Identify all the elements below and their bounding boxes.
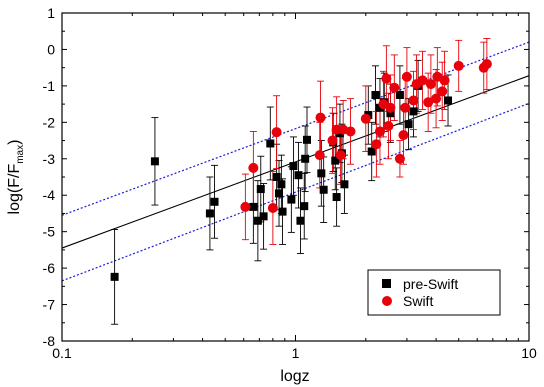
data-point-pre-swift	[331, 156, 340, 165]
data-point-swift	[425, 79, 436, 90]
y-tick-label: -2	[43, 114, 56, 130]
data-point-pre-swift	[367, 147, 376, 156]
x-tick-label: 1	[292, 345, 300, 361]
y-axis-label: log(F/Fmax)	[6, 140, 26, 215]
data-point-swift	[453, 60, 464, 71]
y-tick-label: -3	[43, 151, 56, 167]
data-point-pre-swift	[259, 212, 268, 221]
data-point-swift	[389, 82, 400, 93]
x-tick-label: 10	[521, 345, 537, 361]
data-markers	[110, 59, 492, 281]
legend-label-swift: Swift	[403, 293, 433, 309]
data-point-pre-swift	[444, 96, 453, 105]
data-point-swift	[360, 113, 371, 124]
data-point-pre-swift	[300, 202, 309, 211]
data-point-pre-swift	[249, 202, 258, 211]
band-line-2	[61, 102, 530, 282]
data-point-swift	[381, 73, 392, 84]
band-line-1	[61, 41, 530, 216]
data-point-pre-swift	[278, 207, 287, 216]
data-point-pre-swift	[395, 91, 404, 99]
data-point-pre-swift	[289, 162, 298, 171]
data-point-swift	[314, 150, 325, 161]
legend: pre-Swift Swift	[367, 269, 501, 316]
data-point-pre-swift	[150, 157, 159, 166]
data-point-pre-swift	[302, 135, 311, 144]
data-point-swift	[248, 162, 259, 173]
data-point-pre-swift	[210, 197, 219, 206]
legend-box	[367, 269, 501, 316]
data-point-pre-swift	[253, 216, 262, 225]
y-tick-label: -8	[43, 333, 56, 349]
data-point-pre-swift	[317, 169, 326, 178]
data-point-pre-swift	[340, 180, 349, 189]
y-tick-label: -4	[43, 187, 56, 203]
data-point-pre-swift	[110, 272, 119, 281]
data-point-swift	[398, 130, 409, 141]
data-point-pre-swift	[375, 103, 384, 112]
data-point-swift	[400, 102, 411, 113]
data-point-pre-swift	[275, 189, 284, 198]
data-point-swift	[345, 126, 356, 137]
y-tick-label: -5	[43, 224, 56, 240]
data-point-pre-swift	[319, 185, 328, 194]
data-point-swift	[437, 86, 448, 97]
y-tick-label: 0	[47, 41, 55, 57]
y-axis-label-main: log(F/F	[6, 164, 23, 215]
band-layer	[61, 41, 530, 282]
data-point-swift	[423, 97, 434, 108]
data-point-pre-swift	[296, 216, 305, 225]
data-point-pre-swift	[205, 209, 214, 218]
y-tick-label: -1	[43, 78, 56, 94]
y-axis-label-close: )	[6, 140, 23, 145]
y-tick-label: 1	[47, 5, 55, 21]
data-point-pre-swift	[404, 120, 413, 129]
fit-layer	[61, 75, 530, 249]
data-point-swift	[371, 139, 382, 150]
data-point-pre-swift	[301, 154, 310, 163]
data-point-pre-swift	[266, 139, 275, 148]
legend-marker-pre-swift	[382, 279, 391, 288]
legend-marker-swift	[382, 296, 392, 306]
data-point-swift	[267, 202, 278, 213]
data-point-swift	[401, 71, 412, 82]
data-point-swift	[481, 59, 492, 70]
data-point-pre-swift	[332, 193, 341, 202]
fit-line	[61, 75, 530, 249]
data-point-swift	[394, 153, 405, 164]
data-point-swift	[240, 201, 251, 212]
data-point-pre-swift	[409, 107, 418, 116]
y-tick-label: -7	[43, 297, 56, 313]
data-point-swift	[271, 127, 282, 138]
x-tick-label: 0.1	[52, 345, 72, 361]
data-point-pre-swift	[277, 180, 286, 189]
data-point-swift	[385, 102, 396, 113]
data-point-swift	[439, 75, 450, 86]
data-point-pre-swift	[294, 171, 303, 180]
data-point-swift	[335, 150, 346, 161]
x-axis-label: logz	[280, 368, 309, 385]
data-point-swift	[431, 93, 442, 104]
legend-label-pre-swift: pre-Swift	[403, 276, 458, 292]
data-point-pre-swift	[287, 195, 296, 204]
data-point-swift	[383, 120, 394, 131]
data-point-swift	[374, 126, 385, 137]
y-axis-label-sub: max	[15, 145, 26, 164]
y-tick-label: -6	[43, 260, 56, 276]
data-point-swift	[408, 95, 419, 106]
data-point-pre-swift	[272, 173, 281, 181]
data-point-swift	[327, 135, 338, 146]
data-point-swift	[315, 112, 326, 123]
data-point-pre-swift	[256, 185, 265, 194]
data-point-swift	[417, 75, 428, 86]
data-point-pre-swift	[386, 109, 395, 118]
axis-ticks: 10-1-2-3-4-5-6-7-80.1 1 10	[43, 5, 537, 361]
data-point-pre-swift	[371, 91, 380, 99]
